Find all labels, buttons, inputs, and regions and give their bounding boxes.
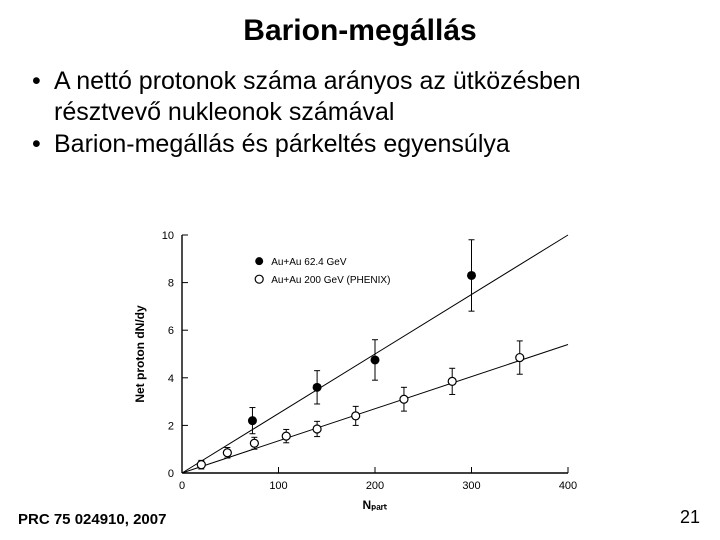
svg-text:2: 2 bbox=[168, 420, 174, 432]
svg-text:400: 400 bbox=[559, 480, 577, 492]
svg-text:200: 200 bbox=[366, 480, 384, 492]
svg-text:Net proton dN/dy: Net proton dN/dy bbox=[133, 305, 147, 403]
svg-text:0: 0 bbox=[168, 468, 174, 480]
svg-text:0: 0 bbox=[179, 480, 185, 492]
bullet-item: • A nettó protonok száma arányos az ütkö… bbox=[32, 66, 688, 129]
svg-text:100: 100 bbox=[269, 480, 287, 492]
bullet-dot-icon: • bbox=[32, 129, 54, 160]
page-title: Barion-megállás bbox=[0, 0, 720, 48]
svg-text:Au+Au 200 GeV (PHENIX): Au+Au 200 GeV (PHENIX) bbox=[271, 275, 390, 286]
bullet-list: • A nettó protonok száma arányos az ütkö… bbox=[0, 48, 720, 160]
svg-text:6: 6 bbox=[168, 325, 174, 337]
svg-text:4: 4 bbox=[168, 373, 174, 385]
bullet-text: A nettó protonok száma arányos az ütközé… bbox=[54, 66, 688, 129]
svg-text:Au+Au 62.4 GeV: Au+Au 62.4 GeV bbox=[271, 257, 347, 268]
svg-text:10: 10 bbox=[162, 230, 174, 242]
bullet-item: • Barion-megállás és párkeltés egyensúly… bbox=[32, 129, 688, 160]
bullet-text: Barion-megállás és párkeltés egyensúlya bbox=[54, 129, 510, 160]
svg-text:300: 300 bbox=[462, 480, 480, 492]
net-proton-chart: 0 100 200 300 400 0 2 4 6 8 10 Nₚₐᵣₜ Net proton dN/d… bbox=[130, 225, 580, 515]
citation-text: PRC 75 024910, 2007 bbox=[18, 511, 166, 528]
page-number: 21 bbox=[680, 507, 700, 528]
svg-text:Nₚₐᵣₜ: Nₚₐᵣₜ bbox=[363, 498, 388, 512]
bullet-dot-icon: • bbox=[32, 66, 54, 129]
svg-text:8: 8 bbox=[168, 278, 174, 290]
